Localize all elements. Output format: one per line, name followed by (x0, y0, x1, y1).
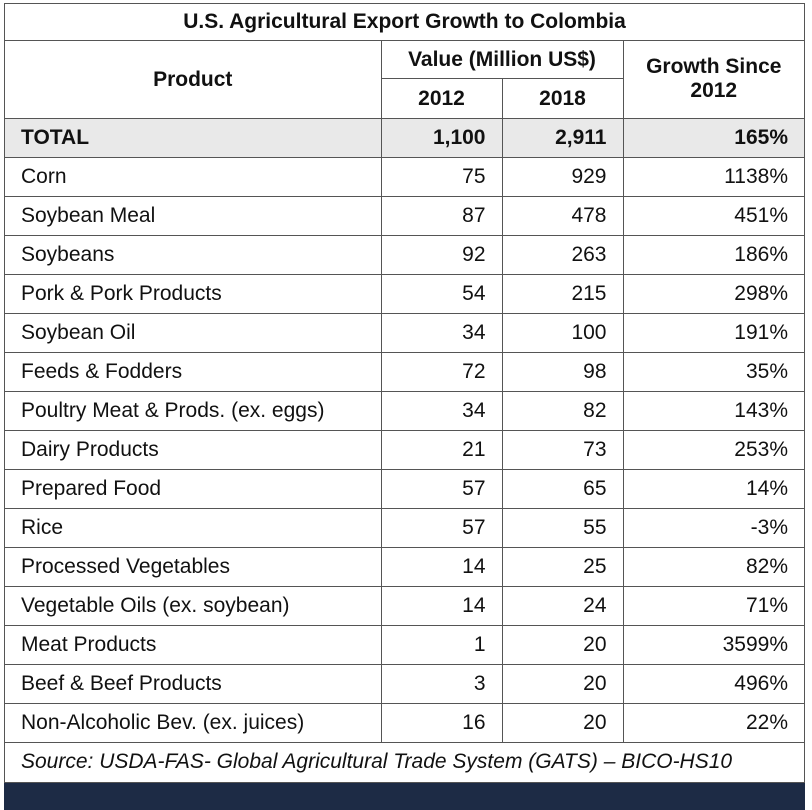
value-2012: 34 (380, 390, 503, 431)
product-name: Non-Alcoholic Bev. (ex. juices) (5, 702, 382, 743)
value-2018: 20 (501, 624, 624, 665)
total-2012-value: 1,100 (380, 118, 503, 158)
growth-column-header: Growth Since 2012 (622, 39, 805, 119)
growth-value: 451% (622, 195, 805, 236)
value-2012: 54 (380, 273, 503, 314)
growth-value: -3% (622, 507, 805, 548)
value-2018: 20 (501, 663, 624, 704)
product-column-header: Product (5, 39, 382, 119)
growth-value: 35% (622, 351, 805, 392)
table-row: Meat Products 1 20 3599% (5, 624, 805, 665)
product-name: Feeds & Fodders (5, 351, 382, 392)
product-name: Dairy Products (5, 429, 382, 470)
export-table-frame: U.S. Agricultural Export Growth to Colom… (4, 3, 805, 783)
table-row: Poultry Meat & Prods. (ex. eggs) 34 82 143% (5, 390, 805, 431)
growth-value: 191% (622, 312, 805, 353)
value-2018: 24 (501, 585, 624, 626)
value-2018: 263 (501, 234, 624, 275)
growth-value: 3599% (622, 624, 805, 665)
footer-bar (4, 783, 805, 810)
value-2012: 75 (380, 156, 503, 197)
table-row: Processed Vegetables 14 25 82% (5, 546, 805, 587)
product-name: Meat Products (5, 624, 382, 665)
product-name: Soybean Meal (5, 195, 382, 236)
growth-value: 186% (622, 234, 805, 275)
product-name: Processed Vegetables (5, 546, 382, 587)
table-row: Soybean Meal 87 478 451% (5, 195, 805, 236)
value-2012: 72 (380, 351, 503, 392)
value-2018: 478 (501, 195, 624, 236)
value-2012: 16 (380, 702, 503, 743)
value-2018: 55 (501, 507, 624, 548)
value-2012: 14 (380, 546, 503, 587)
source-note: Source: USDA-FAS- Global Agricultural Tr… (21, 749, 733, 773)
value-2012: 14 (380, 585, 503, 626)
value-2018: 98 (501, 351, 624, 392)
value-2018: 65 (501, 468, 624, 509)
growth-value: 1138% (622, 156, 805, 197)
value-2012: 87 (380, 195, 503, 236)
table-row: Soybeans 92 263 186% (5, 234, 805, 275)
growth-value: 71% (622, 585, 805, 626)
table-row: Prepared Food 57 65 14% (5, 468, 805, 509)
value-2018: 20 (501, 702, 624, 743)
product-name: Vegetable Oils (ex. soybean) (5, 585, 382, 626)
value-group-header: Value (Million US$) (380, 39, 624, 79)
year-2012-header: 2012 (381, 77, 503, 119)
value-2018: 82 (501, 390, 624, 431)
growth-value: 253% (622, 429, 805, 470)
table-title: U.S. Agricultural Export Growth to Colom… (5, 4, 805, 41)
table-row: Corn 75 929 1138% (5, 156, 805, 197)
product-name: Beef & Beef Products (5, 663, 382, 704)
value-2012: 1 (380, 624, 503, 665)
growth-value: 14% (622, 468, 805, 509)
value-2018: 100 (501, 312, 624, 353)
growth-value: 298% (622, 273, 805, 314)
growth-value: 82% (622, 546, 805, 587)
value-2018: 25 (501, 546, 624, 587)
table-row: Feeds & Fodders 72 98 35% (5, 351, 805, 392)
value-2012: 92 (380, 234, 503, 275)
total-row: TOTAL 1,100 2,911 165% (5, 118, 805, 158)
total-2018-value: 2,911 (501, 118, 624, 158)
value-2018: 73 (501, 429, 624, 470)
value-2018: 929 (501, 156, 624, 197)
table-row: Beef & Beef Products 3 20 496% (5, 663, 805, 704)
product-name: Prepared Food (5, 468, 382, 509)
product-name: Poultry Meat & Prods. (ex. eggs) (5, 390, 382, 431)
product-name: Rice (5, 507, 382, 548)
value-2012: 34 (380, 312, 503, 353)
total-label: TOTAL (5, 118, 382, 158)
table-row: Rice 57 55 -3% (5, 507, 805, 548)
product-name: Soybean Oil (5, 312, 382, 353)
value-2012: 57 (380, 507, 503, 548)
product-name: Soybeans (5, 234, 382, 275)
product-name: Pork & Pork Products (5, 273, 382, 314)
table-row: Soybean Oil 34 100 191% (5, 312, 805, 353)
total-growth-value: 165% (622, 118, 805, 158)
table-row: Dairy Products 21 73 253% (5, 429, 805, 470)
product-name: Corn (5, 156, 382, 197)
value-2012: 3 (380, 663, 503, 704)
growth-value: 496% (622, 663, 805, 704)
value-2012: 57 (380, 468, 503, 509)
export-growth-table: U.S. Agricultural Export Growth to Colom… (5, 4, 805, 780)
growth-value: 22% (622, 702, 805, 743)
value-2018: 215 (501, 273, 624, 314)
value-2012: 21 (380, 429, 503, 470)
year-2018-header: 2018 (501, 77, 623, 119)
table-row: Vegetable Oils (ex. soybean) 14 24 71% (5, 585, 805, 626)
growth-value: 143% (622, 390, 805, 431)
table-row: Non-Alcoholic Bev. (ex. juices) 16 20 22% (5, 702, 805, 743)
table-row: Pork & Pork Products 54 215 298% (5, 273, 805, 314)
